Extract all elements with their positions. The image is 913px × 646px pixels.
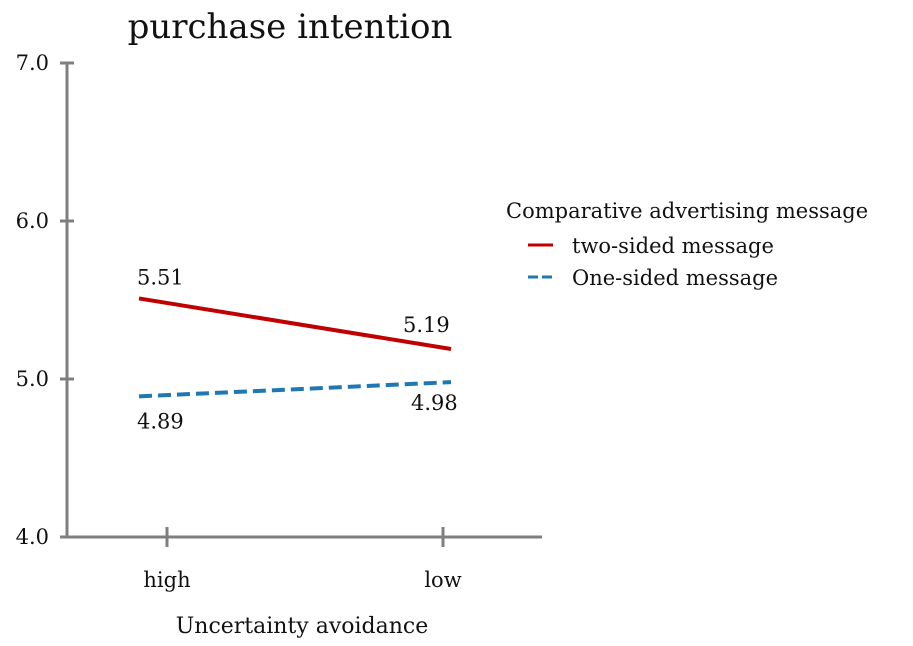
series-line-two-sided [138, 296, 452, 351]
legend: Comparative advertising message two-side… [506, 199, 868, 290]
data-label: 5.19 [403, 313, 450, 337]
x-axis: high low [67, 527, 542, 592]
y-tick-label: 6.0 [16, 209, 49, 233]
x-tick-label: low [424, 568, 461, 592]
data-labels: 5.51 5.19 4.89 4.98 [137, 265, 458, 433]
legend-title: Comparative advertising message [506, 199, 868, 223]
data-label: 5.51 [137, 265, 184, 289]
legend-label: two-sided message [572, 234, 774, 258]
data-label: 4.89 [137, 409, 184, 433]
chart-title: purchase intention [128, 7, 453, 47]
series-group [138, 296, 452, 399]
y-tick-label: 7.0 [16, 51, 49, 75]
legend-label: One-sided message [572, 266, 778, 290]
x-axis-title: Uncertainty avoidance [176, 614, 429, 639]
y-tick-label: 5.0 [16, 367, 49, 391]
y-axis: 4.0 5.0 6.0 7.0 [16, 51, 74, 549]
y-tick-label: 4.0 [16, 525, 49, 549]
series-line-one-sided [138, 380, 452, 399]
data-label: 4.98 [411, 391, 458, 415]
x-tick-label: high [143, 568, 190, 592]
